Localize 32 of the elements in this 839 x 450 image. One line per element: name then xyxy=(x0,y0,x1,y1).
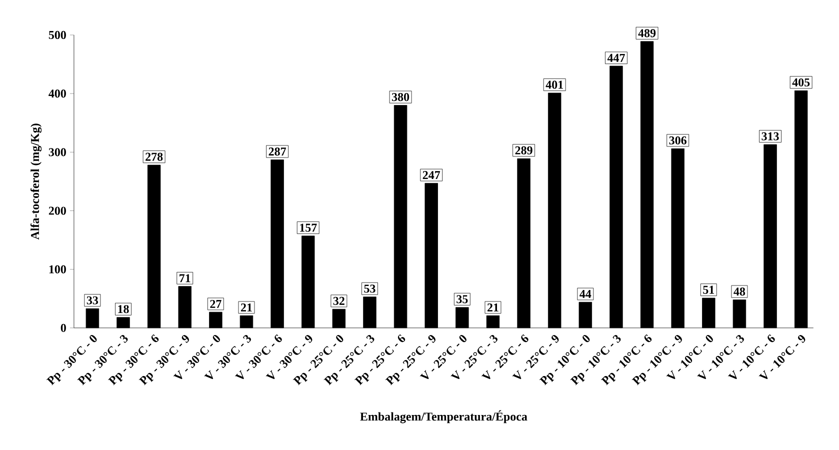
data-label: 247 xyxy=(422,170,440,179)
y-tick-label: 100 xyxy=(49,265,66,274)
y-tick-label: 400 xyxy=(48,89,66,98)
y-tick-label: 0 xyxy=(60,324,66,332)
data-label: 48 xyxy=(734,287,746,296)
data-label: 27 xyxy=(210,300,222,308)
data-label: 157 xyxy=(300,224,317,232)
data-label: 489 xyxy=(638,29,656,38)
data-label: 44 xyxy=(580,290,592,298)
data-label: 405 xyxy=(792,78,810,86)
y-axis-title: Alfa-tocoferol (mg/Kg) xyxy=(30,124,42,240)
data-label: 278 xyxy=(146,152,163,161)
data-label: 380 xyxy=(392,92,410,101)
data-label: 33 xyxy=(86,296,98,304)
x-axis-title: Embalagem/Temperatura/Época xyxy=(360,410,528,424)
y-tick-label: 500 xyxy=(48,30,66,39)
data-label: 447 xyxy=(607,54,625,62)
data-label: 53 xyxy=(364,284,376,293)
data-label: 287 xyxy=(268,147,286,156)
y-tick-label: 200 xyxy=(48,206,66,215)
data-label: 18 xyxy=(118,304,129,314)
data-label: 289 xyxy=(515,146,532,154)
data-label: 313 xyxy=(762,132,779,140)
y-tick-label: 300 xyxy=(48,148,66,156)
data-label: 21 xyxy=(487,303,498,312)
data-label: 306 xyxy=(669,136,686,144)
data-label: 32 xyxy=(333,296,344,305)
data-label: 71 xyxy=(180,274,190,282)
data-label: 35 xyxy=(456,295,468,304)
data-label: 21 xyxy=(240,303,252,312)
data-label: 51 xyxy=(703,286,714,294)
data-label: 401 xyxy=(546,80,563,89)
